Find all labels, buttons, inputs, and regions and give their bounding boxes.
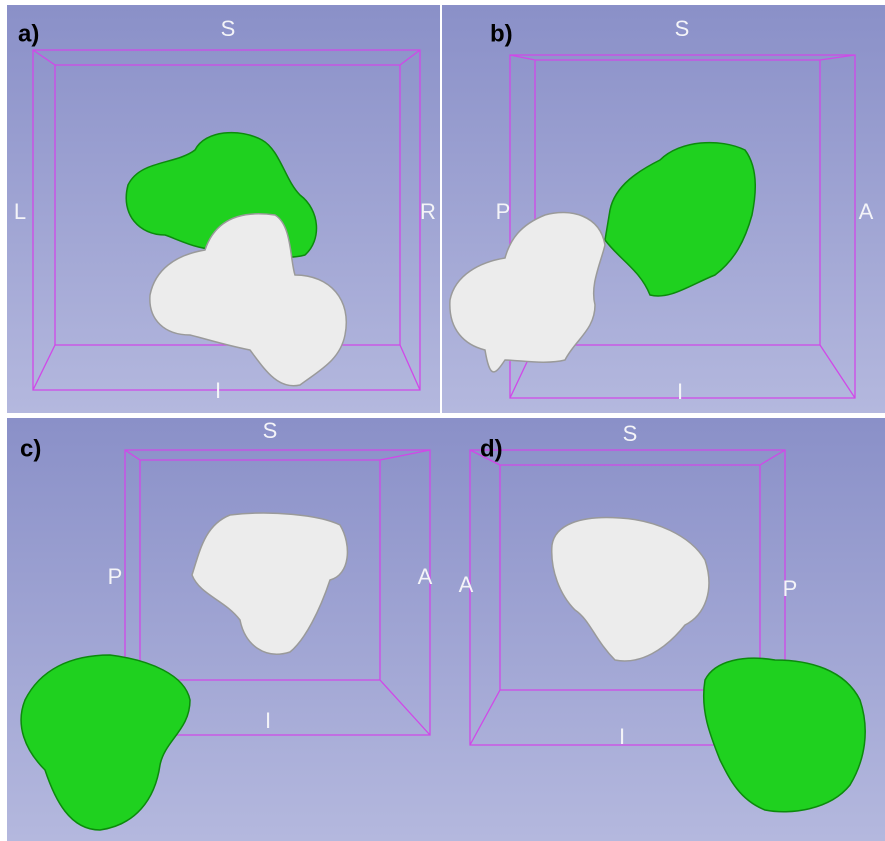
panel-label: d) bbox=[480, 435, 503, 462]
orientation-right: A bbox=[418, 564, 433, 589]
orientation-bottom: I bbox=[677, 379, 683, 404]
green-structure bbox=[604, 141, 757, 297]
panel-label: a) bbox=[18, 20, 39, 47]
panel-d: d) S I A P bbox=[459, 421, 866, 813]
green-structure bbox=[20, 654, 191, 831]
orientation-right: A bbox=[859, 199, 874, 224]
orientation-top: S bbox=[263, 418, 278, 443]
panel-label: c) bbox=[20, 435, 41, 462]
white-structure bbox=[191, 512, 349, 655]
bounding-box bbox=[509, 54, 856, 399]
panel-c: c) S I P A bbox=[20, 418, 433, 831]
orientation-top: S bbox=[623, 421, 638, 446]
panel-b: b) S I P A bbox=[449, 16, 874, 404]
white-structure bbox=[551, 516, 710, 662]
panel-label: b) bbox=[490, 20, 513, 47]
orientation-right: R bbox=[420, 199, 436, 224]
panel-a: a) S I L R bbox=[14, 16, 436, 403]
orientation-right: P bbox=[783, 576, 798, 601]
orientation-bottom: I bbox=[215, 378, 221, 403]
orientation-left: L bbox=[14, 199, 26, 224]
bounding-box bbox=[124, 449, 431, 736]
orientation-left: P bbox=[496, 199, 511, 224]
orientation-top: S bbox=[675, 16, 690, 41]
orientation-bottom: I bbox=[265, 708, 271, 733]
bounding-box bbox=[32, 49, 421, 391]
white-structure bbox=[449, 211, 606, 373]
orientation-left: A bbox=[459, 572, 474, 597]
white-structure bbox=[149, 213, 347, 387]
green-structure bbox=[702, 657, 866, 813]
orientation-top: S bbox=[221, 16, 236, 41]
orientation-left: P bbox=[108, 564, 123, 589]
orientation-bottom: I bbox=[619, 724, 625, 749]
